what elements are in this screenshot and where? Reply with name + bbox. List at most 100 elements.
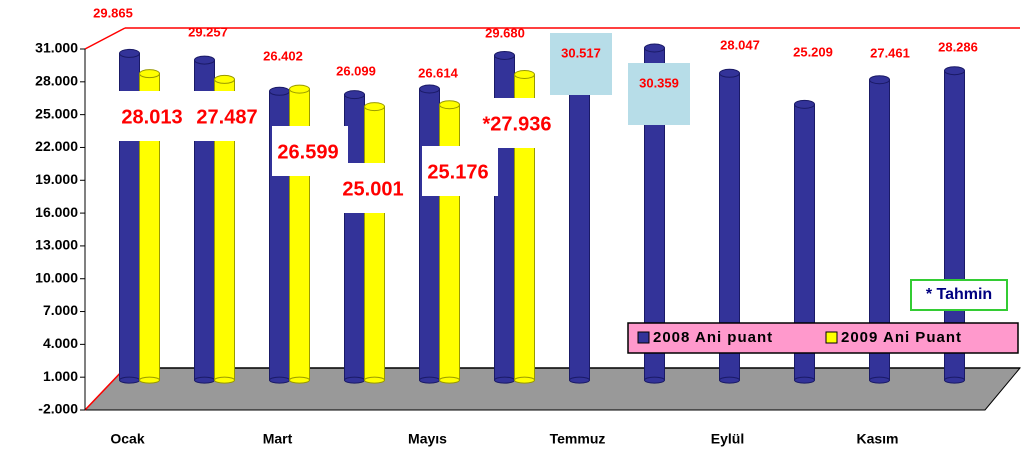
bar-body bbox=[364, 106, 385, 381]
data-label: 29.865 bbox=[93, 5, 133, 20]
y-tick-label: -2.000 bbox=[38, 401, 78, 417]
bar-top bbox=[364, 102, 385, 112]
bar bbox=[214, 74, 235, 384]
bar-base bbox=[139, 376, 160, 384]
bar-top bbox=[139, 69, 160, 79]
y-tick-label: 28.000 bbox=[35, 73, 78, 89]
bar-top bbox=[439, 100, 460, 110]
data-label: *27.936 bbox=[483, 113, 552, 135]
y-tick-label: 25.000 bbox=[35, 105, 78, 121]
y-tick-label: 4.000 bbox=[43, 335, 78, 351]
legend-swatch bbox=[637, 331, 650, 344]
data-label: 27.487 bbox=[196, 106, 257, 128]
bar-base bbox=[194, 376, 215, 384]
bar-top bbox=[719, 68, 740, 78]
y-tick-label: 19.000 bbox=[35, 171, 78, 187]
x-tick-label: Mayıs bbox=[408, 431, 447, 447]
label-box bbox=[272, 126, 348, 176]
data-label: 28.047 bbox=[720, 37, 760, 52]
bar-base bbox=[514, 376, 535, 384]
legend-label: 2009 Ani Puant bbox=[841, 329, 962, 346]
label-box bbox=[191, 91, 267, 141]
x-tick-label: Eylül bbox=[711, 431, 744, 447]
x-tick-label: Temmuz bbox=[550, 431, 606, 447]
bar-top bbox=[419, 84, 440, 94]
label-box bbox=[550, 33, 612, 95]
bar bbox=[139, 69, 160, 384]
y-tick-label: 1.000 bbox=[43, 368, 78, 384]
bar-top bbox=[794, 99, 815, 109]
x-tick-label: Ocak bbox=[110, 431, 144, 447]
label-box bbox=[481, 98, 557, 148]
data-label: 30.517 bbox=[561, 45, 601, 60]
bar-base bbox=[289, 376, 310, 384]
label-box bbox=[116, 91, 192, 141]
y-tick-label: 22.000 bbox=[35, 138, 78, 154]
bar-base bbox=[364, 376, 385, 384]
x-tick-label: Kasım bbox=[856, 431, 898, 447]
data-label: 29.257 bbox=[188, 24, 228, 39]
bar-top bbox=[944, 66, 965, 76]
bar-top bbox=[494, 50, 515, 60]
data-label: 27.461 bbox=[870, 45, 910, 60]
legend-swatch bbox=[825, 331, 838, 344]
bar-base bbox=[944, 376, 965, 384]
wall-edge bbox=[84, 27, 126, 50]
legend bbox=[627, 322, 1019, 354]
y-tick-label: 13.000 bbox=[35, 237, 78, 253]
bar-base bbox=[644, 376, 665, 384]
bar-body bbox=[419, 88, 440, 381]
bar-top bbox=[644, 43, 665, 53]
bar bbox=[419, 84, 440, 384]
y-tick-label: 31.000 bbox=[35, 40, 78, 56]
y-tick-label: 10.000 bbox=[35, 269, 78, 285]
label-box bbox=[628, 63, 690, 125]
legend-label: 2008 Ani puant bbox=[653, 329, 773, 346]
bar-base bbox=[344, 376, 365, 384]
label-box bbox=[337, 163, 413, 213]
bar-top bbox=[289, 84, 310, 94]
bar-base bbox=[494, 376, 515, 384]
bar-base bbox=[419, 376, 440, 384]
data-label: 26.402 bbox=[263, 48, 303, 63]
y-tick-label: 7.000 bbox=[43, 302, 78, 318]
data-label: 26.614 bbox=[418, 65, 459, 80]
bar-base bbox=[439, 376, 460, 384]
bar bbox=[644, 43, 665, 384]
bar bbox=[794, 99, 815, 384]
annotation-box bbox=[910, 279, 1008, 311]
label-box bbox=[422, 146, 498, 196]
bar-top bbox=[214, 74, 235, 84]
bar-top bbox=[344, 90, 365, 100]
bar bbox=[719, 68, 740, 384]
bar-body bbox=[569, 45, 590, 381]
bar-base bbox=[119, 376, 140, 384]
bar-base bbox=[569, 376, 590, 384]
bar-base bbox=[794, 376, 815, 384]
data-label: 25.209 bbox=[793, 44, 833, 59]
data-label: 25.176 bbox=[427, 161, 488, 183]
data-label: 25.001 bbox=[342, 178, 403, 200]
data-label: 28.013 bbox=[121, 106, 182, 128]
bar-top bbox=[119, 48, 140, 58]
data-label: 28.286 bbox=[938, 39, 978, 54]
bar bbox=[439, 100, 460, 384]
data-label: 30.359 bbox=[639, 75, 679, 90]
bar-base bbox=[869, 376, 890, 384]
bar bbox=[514, 70, 535, 384]
data-label: 26.599 bbox=[277, 141, 338, 163]
bar-base bbox=[214, 376, 235, 384]
bar-base bbox=[719, 376, 740, 384]
x-tick-label: Mart bbox=[263, 431, 293, 447]
data-label: 26.099 bbox=[336, 63, 376, 78]
annotation: * Tahmin bbox=[926, 286, 992, 303]
bar bbox=[869, 75, 890, 384]
bar-top bbox=[869, 75, 890, 85]
bar-top bbox=[269, 86, 290, 96]
bar-base bbox=[269, 376, 290, 384]
bar-top bbox=[514, 70, 535, 80]
data-label: 29.680 bbox=[485, 25, 525, 40]
wall-edge bbox=[84, 367, 126, 411]
bar bbox=[364, 102, 385, 384]
